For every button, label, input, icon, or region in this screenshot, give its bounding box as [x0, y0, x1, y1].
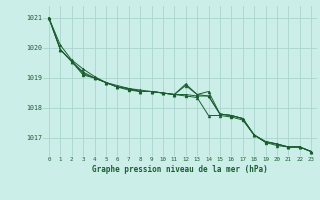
X-axis label: Graphe pression niveau de la mer (hPa): Graphe pression niveau de la mer (hPa): [92, 165, 268, 174]
